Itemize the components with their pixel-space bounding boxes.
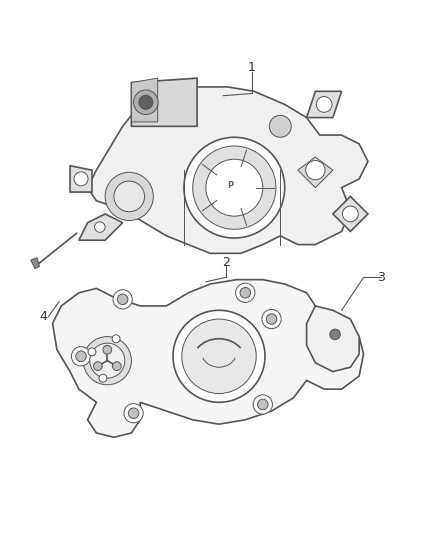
Circle shape: [193, 146, 276, 229]
Circle shape: [266, 314, 277, 324]
Polygon shape: [307, 91, 342, 118]
Polygon shape: [131, 78, 158, 122]
Circle shape: [71, 346, 91, 366]
Circle shape: [306, 160, 325, 180]
Circle shape: [113, 362, 121, 370]
Circle shape: [269, 115, 291, 138]
Circle shape: [76, 351, 86, 361]
Circle shape: [74, 172, 88, 186]
Polygon shape: [298, 157, 333, 188]
Circle shape: [182, 319, 256, 393]
Polygon shape: [88, 87, 368, 253]
Circle shape: [262, 310, 281, 329]
Circle shape: [113, 290, 132, 309]
Circle shape: [105, 172, 153, 221]
Circle shape: [206, 159, 263, 216]
Circle shape: [236, 283, 255, 302]
Polygon shape: [53, 280, 364, 437]
Text: 1: 1: [248, 61, 256, 74]
Circle shape: [114, 181, 145, 212]
Circle shape: [93, 362, 102, 370]
Circle shape: [124, 403, 143, 423]
Circle shape: [343, 206, 358, 222]
Circle shape: [258, 399, 268, 410]
Circle shape: [330, 329, 340, 340]
Circle shape: [90, 343, 125, 378]
Circle shape: [88, 348, 96, 356]
Circle shape: [99, 374, 107, 382]
Text: 3: 3: [377, 271, 385, 284]
Polygon shape: [333, 197, 368, 231]
Circle shape: [139, 95, 153, 109]
Text: P: P: [227, 181, 233, 190]
Circle shape: [253, 395, 272, 414]
Circle shape: [83, 336, 131, 385]
Circle shape: [112, 335, 120, 343]
Circle shape: [316, 96, 332, 112]
Circle shape: [128, 408, 139, 418]
Circle shape: [173, 310, 265, 402]
Polygon shape: [31, 258, 39, 269]
Polygon shape: [307, 306, 359, 372]
Circle shape: [184, 138, 285, 238]
Text: 2: 2: [222, 256, 230, 269]
Polygon shape: [79, 214, 123, 240]
Circle shape: [103, 345, 112, 354]
Circle shape: [134, 90, 158, 115]
Circle shape: [117, 294, 128, 304]
Text: 4: 4: [40, 310, 48, 324]
Polygon shape: [70, 166, 92, 192]
Circle shape: [240, 287, 251, 298]
Circle shape: [95, 222, 105, 232]
Polygon shape: [131, 78, 197, 126]
